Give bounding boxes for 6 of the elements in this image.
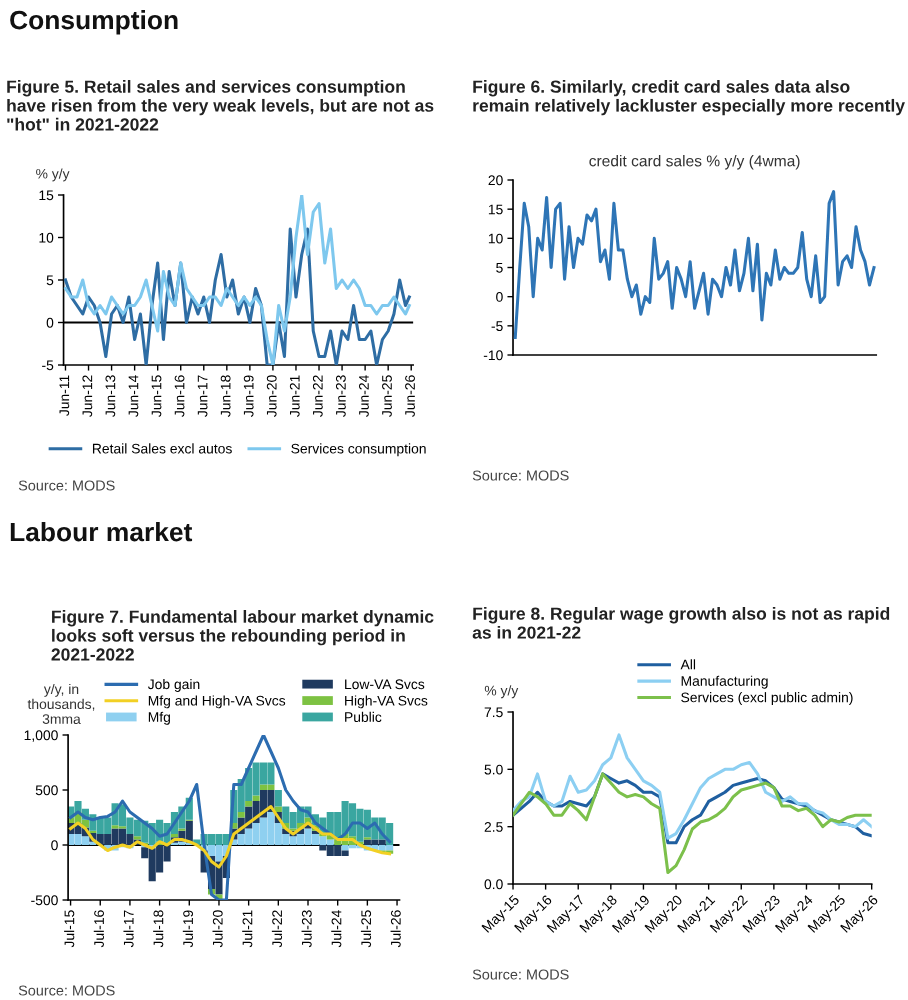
chart-title: Figure 5. Retail sales and services consumption have risen from the very weak levels, but are not as "hot" in 2021-2022 [7,80,434,131]
text: Consumption [10,10,178,35]
chart-title: Figure 8. Regular wage growth also is not as rapid as in 2021-22 [472,607,890,639]
chart-title: Figure 7. Fundamental labour market dynamic looks soft versus the rebounding period in 2021-2022 [51,610,434,661]
text: Labour market [10,522,193,542]
chart-title: Figure 6. Similarly, credit card sales data also remain relatively lackluster especially more recently [473,80,905,116]
